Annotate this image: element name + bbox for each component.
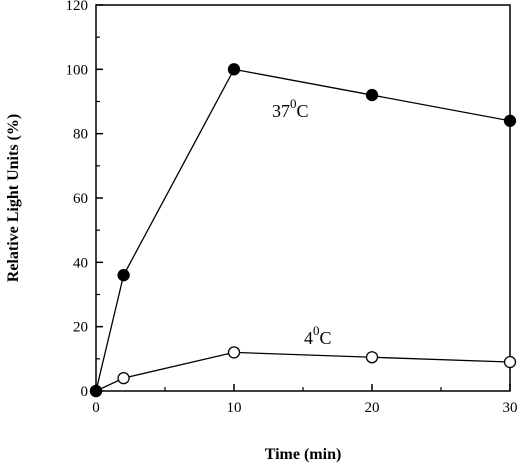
- series-label-37c: 370C: [272, 96, 309, 121]
- y-tick-label: 120: [66, 0, 89, 14]
- x-tick-label: 30: [503, 400, 518, 416]
- data-point-0: [117, 269, 130, 282]
- series-label-37c-base: 37: [272, 101, 290, 121]
- data-point-0: [503, 114, 517, 127]
- data-point-1: [227, 346, 241, 359]
- y-tick-label: 80: [73, 127, 88, 143]
- data-point-1: [117, 371, 130, 385]
- x-axis-title: Time (min): [265, 446, 342, 463]
- data-point-0: [227, 63, 241, 76]
- data-point-1: [503, 355, 517, 369]
- y-tick-label: 40: [73, 255, 88, 271]
- x-tick-label: 10: [227, 400, 242, 416]
- y-tick-label: 60: [73, 191, 88, 207]
- y-tick-label: 0: [81, 384, 89, 400]
- series-label-4c: 40C: [304, 323, 332, 348]
- series-label-4c-base: 4: [304, 328, 313, 348]
- series-label-37c-unit: C: [297, 101, 309, 121]
- y-tick-label: 20: [73, 320, 88, 336]
- data-point-1: [89, 384, 103, 398]
- y-tick-label: 100: [66, 62, 89, 78]
- data-point-1: [365, 351, 379, 364]
- series-markers: [89, 63, 517, 398]
- series-label-4c-unit: C: [320, 328, 332, 348]
- plot-frame: [95, 4, 511, 392]
- series-line-1: [95, 351, 511, 392]
- x-tick-label: 0: [92, 400, 100, 416]
- series-label-4c-sup: 0: [313, 323, 320, 338]
- y-axis-title: Relative Light Units (%): [5, 114, 22, 282]
- series-label-37c-sup: 0: [290, 96, 297, 111]
- data-point-0: [365, 88, 379, 102]
- x-tick-label: 20: [365, 400, 380, 416]
